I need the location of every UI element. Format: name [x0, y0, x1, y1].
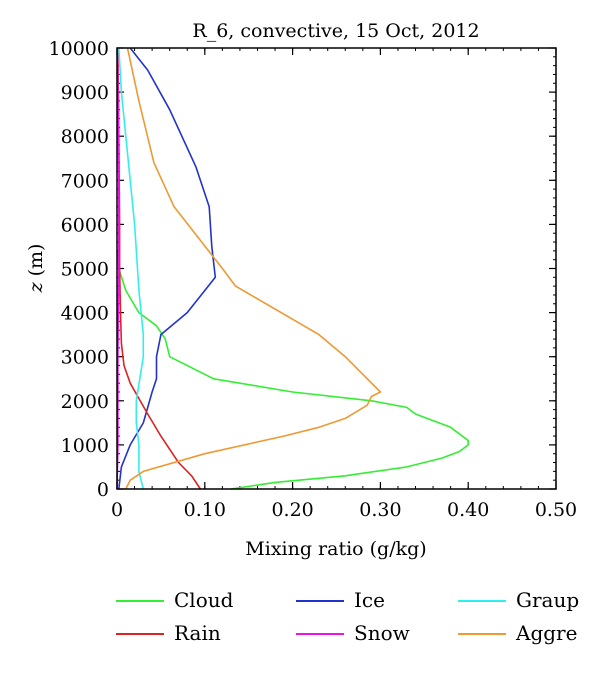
legend: Cloud Ice Graup Rain Snow Aggre — [0, 586, 600, 656]
x-axis-label: Mixing ratio (g/kg) — [245, 538, 426, 560]
y-tick-label: 6000 — [61, 214, 109, 236]
y-axis-label-var: z — [25, 281, 47, 293]
plot-area: 0 0.10 0.20 0.30 0.40 0.50 0 1000 2000 3000 4000 50… — [49, 38, 578, 521]
y-axis-label: z (m) — [25, 244, 47, 294]
y-axis-label-unit: (m) — [25, 244, 47, 277]
legend-label-graup: Graup — [516, 588, 580, 612]
y-tick-label: 4000 — [61, 303, 109, 325]
y-tick-label: 5000 — [61, 259, 109, 281]
legend-swatch-ice — [296, 600, 344, 602]
legend-label-cloud: Cloud — [174, 588, 234, 612]
y-tick-label: 7000 — [61, 170, 109, 192]
profile-chart: R_6, convective, 15 Oct, 2012 0 0.10 0.20 0… — [25, 20, 578, 560]
series-line-cloud — [116, 250, 470, 490]
legend-swatch-graup — [458, 600, 506, 602]
x-tick-label: 0.50 — [535, 499, 577, 521]
series-line-rain — [117, 47, 202, 490]
x-tick-label: 0.10 — [184, 499, 226, 521]
legend-swatch-aggre — [458, 633, 506, 635]
y-tick-label: 3000 — [61, 347, 109, 369]
x-tick-label: 0.20 — [271, 499, 313, 521]
series-line-graup — [118, 47, 145, 490]
y-tick-label: 10000 — [49, 38, 109, 60]
y-tick-label: 2000 — [61, 391, 109, 413]
y-tick-label: 8000 — [61, 126, 109, 148]
series-line-ice — [118, 47, 217, 490]
x-tick-label: 0.40 — [447, 499, 489, 521]
x-tick-label: 0 — [111, 499, 123, 521]
legend-swatch-snow — [296, 633, 344, 635]
chart-title: R_6, convective, 15 Oct, 2012 — [192, 20, 479, 42]
y-tick-label: 1000 — [61, 435, 109, 457]
y-tick-label: 9000 — [61, 82, 109, 104]
plot-frame — [116, 47, 557, 490]
series-line-snow — [116, 47, 120, 490]
x-tick-label: 0.30 — [359, 499, 401, 521]
legend-swatch-cloud — [116, 600, 164, 602]
legend-label-ice: Ice — [354, 588, 385, 612]
series-line-aggre — [125, 47, 382, 490]
legend-label-aggre: Aggre — [516, 621, 578, 645]
legend-label-rain: Rain — [174, 621, 221, 645]
legend-label-snow: Snow — [354, 621, 410, 645]
legend-swatch-rain — [116, 633, 164, 635]
y-tick-label: 0 — [97, 479, 109, 501]
